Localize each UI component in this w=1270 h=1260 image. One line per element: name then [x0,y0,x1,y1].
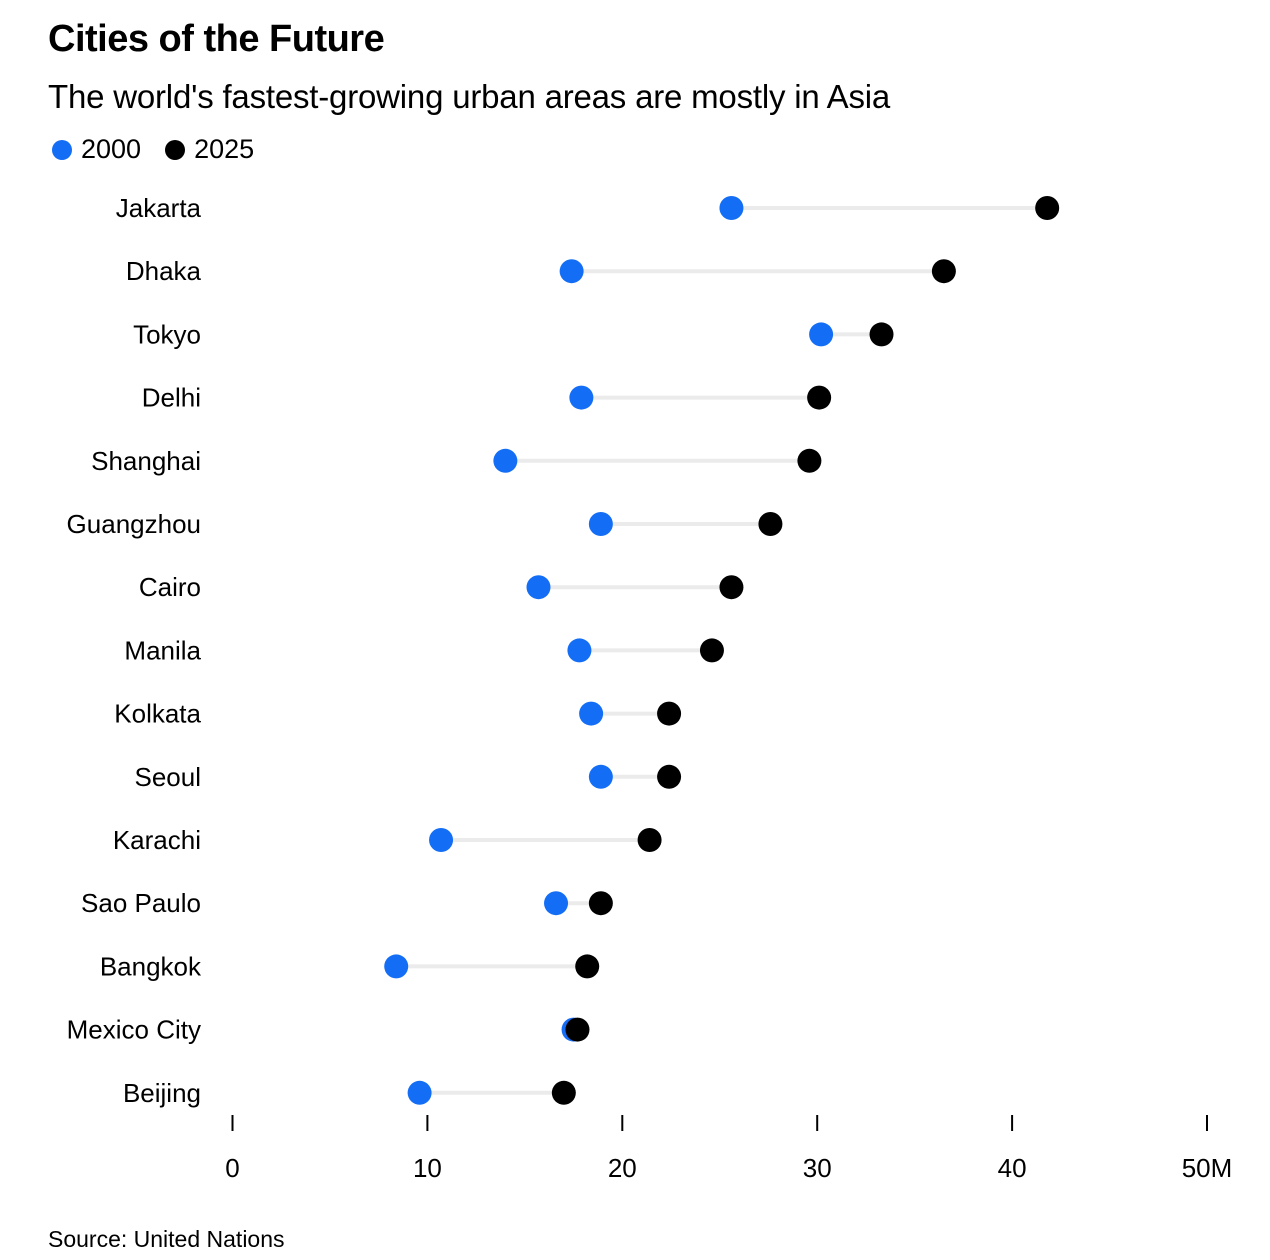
dot-2025 [657,701,682,726]
dot-2000 [569,385,594,410]
city-row: Seoul [135,762,682,792]
city-row: Mexico City [67,1015,590,1045]
dot-2000 [567,638,592,663]
dot-2000 [719,196,744,220]
city-row: Beijing [123,1078,576,1108]
x-tick-label: 0 [225,1153,239,1183]
dot-2000 [588,764,613,789]
city-label: Kolkata [114,699,201,729]
dot-2025 [758,512,783,536]
dot-2000 [544,891,569,916]
city-label: Sao Paulo [81,888,201,918]
dot-2000 [493,448,518,473]
city-row: Karachi [113,825,662,855]
dot-2025 [869,322,894,347]
dot-2000 [559,259,584,284]
city-label: Manila [124,635,201,665]
dot-2000 [407,1080,432,1105]
city-row: Bangkok [100,951,600,981]
x-tick-label: 20 [608,1153,637,1183]
city-row: Kolkata [114,699,682,729]
legend-label-2000: 2000 [81,134,142,164]
dot-2025 [551,1080,576,1105]
x-tick-label: 40 [998,1153,1027,1183]
dot-2025 [699,638,724,663]
city-row: Jakarta [116,193,1060,223]
city-row: Delhi [142,383,832,413]
dot-2000 [526,575,551,600]
x-tick-label: 10 [413,1153,442,1183]
legend-marker-2025 [165,139,186,160]
city-label: Seoul [135,762,202,792]
dot-2000 [588,512,613,536]
x-tick-label: 30 [803,1153,832,1183]
dot-2025 [657,764,682,789]
city-row: Guangzhou [67,509,783,539]
legend: 2000 2025 [52,134,278,165]
source-note: Source: United Nations [48,1226,285,1252]
x-axis: 0 10 20 30 40 50M [225,1115,1232,1183]
chart-subtitle: The world's fastest-growing urban areas … [48,78,891,115]
dot-2025 [719,575,744,600]
city-row: Tokyo [133,319,894,349]
city-label: Karachi [113,825,201,855]
chart-title: Cities of the Future [48,18,385,60]
city-label: Mexico City [67,1015,201,1045]
city-label: Cairo [139,572,201,602]
dot-2025 [807,385,832,410]
city-row: Shanghai [91,446,822,476]
x-tick-label: 50M [1182,1153,1233,1183]
legend-item-2000: 2000 [52,134,141,165]
dot-2000 [809,322,834,347]
legend-marker-2000 [52,139,72,160]
dot-2025 [1035,196,1060,220]
dot-2025 [575,954,600,979]
dot-2025 [797,448,822,473]
dot-2025 [931,259,956,284]
dot-2025 [637,828,662,852]
dot-2025 [565,1017,590,1042]
city-label: Shanghai [91,446,201,476]
chart-rows: Jakarta Dhaka Tokyo Delhi Shanghai Guangzhou C… [67,193,1060,1108]
dot-2025 [588,891,613,916]
city-row: Manila [124,635,724,665]
city-row: Sao Paulo [81,888,613,918]
city-row: Dhaka [126,256,956,286]
city-label: Beijing [123,1078,201,1108]
city-row: Cairo [139,572,744,602]
dot-2000 [429,828,454,852]
city-label: Jakarta [116,193,202,223]
city-label: Bangkok [100,951,202,981]
legend-item-2025: 2025 [165,134,254,165]
city-label: Dhaka [126,256,202,286]
city-label: Guangzhou [67,509,201,539]
dot-2000 [384,954,409,979]
dot-2000 [579,701,604,726]
legend-label-2025: 2025 [194,134,255,164]
city-label: Tokyo [133,319,201,349]
city-label: Delhi [142,383,201,413]
